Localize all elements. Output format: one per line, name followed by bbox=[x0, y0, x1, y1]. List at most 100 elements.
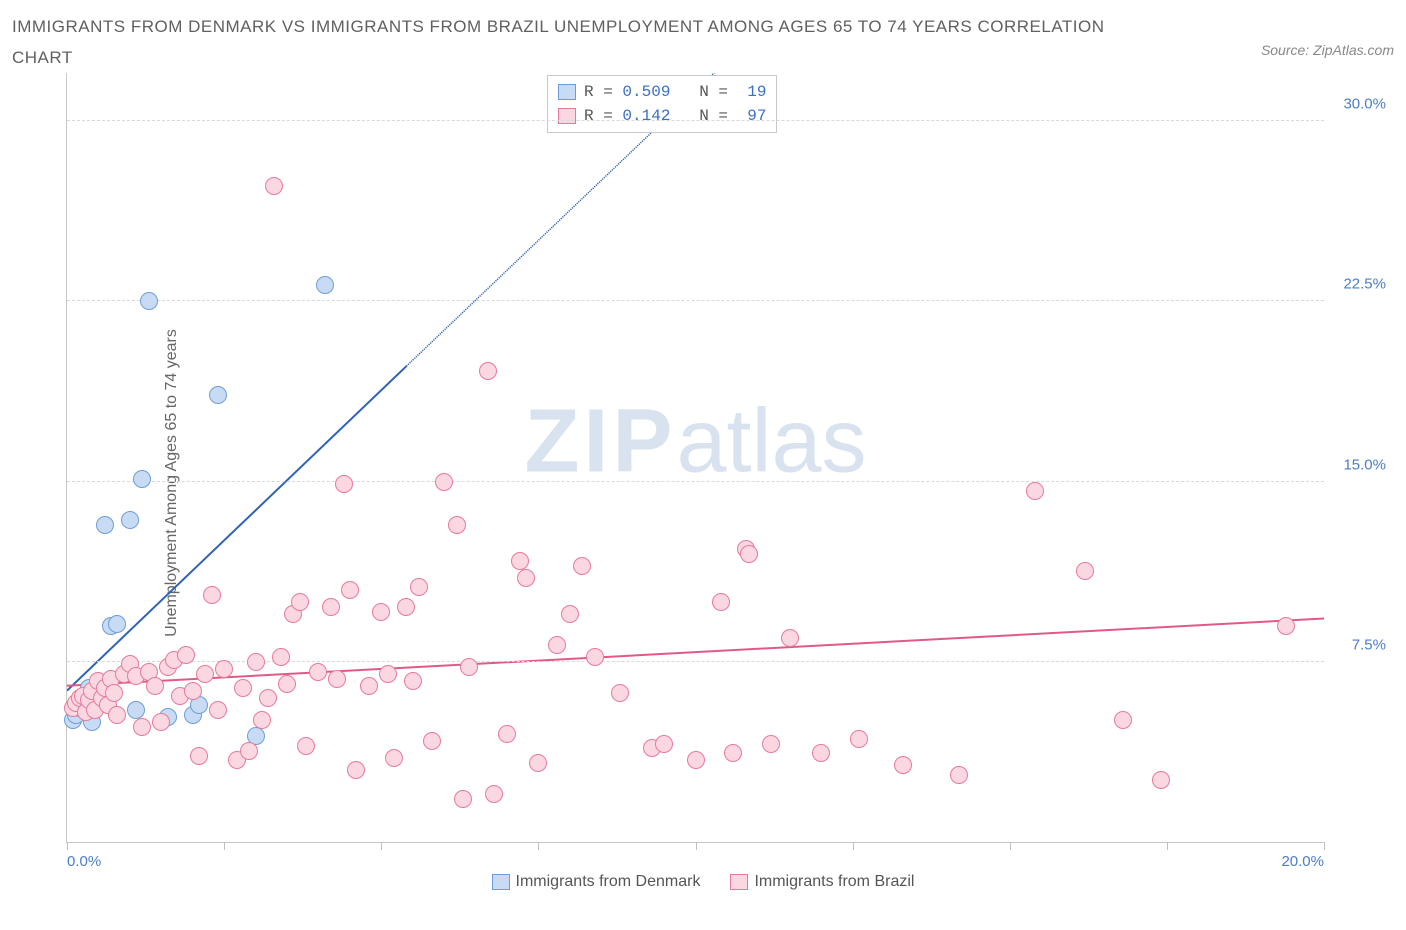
scatter-point bbox=[1026, 482, 1044, 500]
scatter-point bbox=[573, 557, 591, 575]
scatter-point bbox=[328, 670, 346, 688]
scatter-point bbox=[209, 701, 227, 719]
x-tick bbox=[67, 842, 68, 850]
legend-swatch bbox=[730, 874, 748, 890]
scatter-point bbox=[278, 675, 296, 693]
scatter-point bbox=[448, 516, 466, 534]
scatter-point bbox=[548, 636, 566, 654]
gridline-h bbox=[67, 120, 1324, 121]
chart-container: IMMIGRANTS FROM DENMARK VS IMMIGRANTS FR… bbox=[12, 12, 1394, 918]
scatter-point bbox=[435, 473, 453, 491]
x-tick bbox=[538, 842, 539, 850]
scatter-point bbox=[404, 672, 422, 690]
scatter-point bbox=[209, 386, 227, 404]
scatter-point bbox=[1114, 711, 1132, 729]
scatter-point bbox=[133, 470, 151, 488]
scatter-point bbox=[762, 735, 780, 753]
watermark: ZIPatlas bbox=[524, 391, 866, 494]
scatter-point bbox=[385, 749, 403, 767]
legend-item: Immigrants from Denmark bbox=[492, 873, 701, 891]
legend-swatch bbox=[558, 108, 576, 124]
x-tick bbox=[696, 842, 697, 850]
scatter-point bbox=[96, 516, 114, 534]
x-tick bbox=[224, 842, 225, 850]
scatter-point bbox=[247, 653, 265, 671]
scatter-point bbox=[379, 665, 397, 683]
scatter-point bbox=[265, 177, 283, 195]
scatter-point bbox=[341, 581, 359, 599]
scatter-point bbox=[259, 689, 277, 707]
x-tick bbox=[1324, 842, 1325, 850]
scatter-point bbox=[335, 475, 353, 493]
source-attribution: Source: ZipAtlas.com bbox=[1261, 42, 1394, 58]
scatter-point bbox=[655, 735, 673, 753]
scatter-point bbox=[184, 682, 202, 700]
x-tick bbox=[853, 842, 854, 850]
stats-row: R = 0.509 N = 19 bbox=[558, 80, 766, 104]
scatter-point bbox=[105, 684, 123, 702]
x-tick-label: 0.0% bbox=[67, 853, 101, 870]
scatter-point bbox=[203, 586, 221, 604]
scatter-point bbox=[498, 725, 516, 743]
watermark-bold: ZIP bbox=[524, 392, 676, 492]
legend-swatch bbox=[492, 874, 510, 890]
scatter-point bbox=[152, 713, 170, 731]
scatter-point bbox=[740, 545, 758, 563]
x-tick bbox=[1010, 842, 1011, 850]
scatter-point bbox=[511, 552, 529, 570]
scatter-point bbox=[712, 593, 730, 611]
scatter-point bbox=[724, 744, 742, 762]
scatter-point bbox=[316, 276, 334, 294]
scatter-point bbox=[529, 754, 547, 772]
scatter-point bbox=[133, 718, 151, 736]
y-tick-label: 22.5% bbox=[1343, 276, 1386, 293]
legend-label: Immigrants from Denmark bbox=[516, 873, 701, 891]
y-tick-label: 15.0% bbox=[1343, 456, 1386, 473]
scatter-point bbox=[1152, 771, 1170, 789]
scatter-point bbox=[272, 648, 290, 666]
scatter-point bbox=[1076, 562, 1094, 580]
legend-item: Immigrants from Brazil bbox=[730, 873, 914, 891]
scatter-point bbox=[121, 511, 139, 529]
scatter-point bbox=[253, 711, 271, 729]
scatter-point bbox=[291, 593, 309, 611]
scatter-point bbox=[297, 737, 315, 755]
scatter-point bbox=[410, 578, 428, 596]
scatter-point bbox=[140, 292, 158, 310]
scatter-point bbox=[372, 603, 390, 621]
scatter-point bbox=[479, 362, 497, 380]
y-tick-label: 30.0% bbox=[1343, 96, 1386, 113]
scatter-point bbox=[517, 569, 535, 587]
scatter-point bbox=[850, 730, 868, 748]
scatter-point bbox=[347, 761, 365, 779]
x-tick bbox=[381, 842, 382, 850]
stats-text: R = 0.509 N = 19 bbox=[584, 80, 766, 104]
stats-row: R = 0.142 N = 97 bbox=[558, 104, 766, 128]
scatter-point bbox=[460, 658, 478, 676]
scatter-point bbox=[1277, 617, 1295, 635]
y-tick-label: 7.5% bbox=[1352, 636, 1386, 653]
scatter-point bbox=[454, 790, 472, 808]
x-tick bbox=[1167, 842, 1168, 850]
scatter-point bbox=[309, 663, 327, 681]
legend-label: Immigrants from Brazil bbox=[754, 873, 914, 891]
scatter-point bbox=[360, 677, 378, 695]
chart-area: Unemployment Among Ages 65 to 74 years Z… bbox=[12, 73, 1394, 893]
scatter-point bbox=[687, 751, 705, 769]
chart-title: IMMIGRANTS FROM DENMARK VS IMMIGRANTS FR… bbox=[12, 12, 1112, 73]
plot-region: ZIPatlas R = 0.509 N = 19R = 0.142 N = 9… bbox=[66, 73, 1324, 843]
scatter-point bbox=[611, 684, 629, 702]
scatter-point bbox=[234, 679, 252, 697]
scatter-point bbox=[215, 660, 233, 678]
scatter-point bbox=[561, 605, 579, 623]
scatter-point bbox=[108, 615, 126, 633]
stats-legend-box: R = 0.509 N = 19R = 0.142 N = 97 bbox=[547, 75, 777, 133]
stats-text: R = 0.142 N = 97 bbox=[584, 104, 766, 128]
scatter-point bbox=[781, 629, 799, 647]
legend-swatch bbox=[558, 84, 576, 100]
regression-line bbox=[67, 366, 406, 690]
scatter-point bbox=[146, 677, 164, 695]
x-tick-label: 20.0% bbox=[1281, 853, 1324, 870]
scatter-point bbox=[108, 706, 126, 724]
watermark-light: atlas bbox=[676, 392, 866, 492]
